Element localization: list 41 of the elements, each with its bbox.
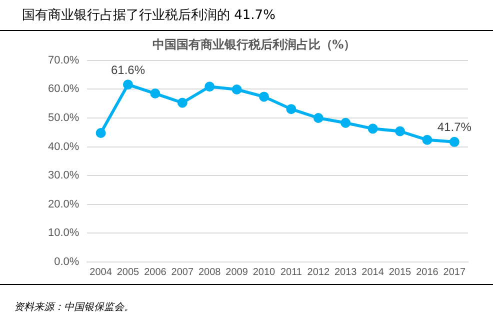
point [150, 88, 160, 99]
x-tick-label: 2005 [116, 266, 140, 278]
point [204, 82, 215, 92]
point [177, 98, 188, 108]
y-tick-label: 20.0% [48, 198, 80, 210]
x-tick-label: 2015 [388, 266, 412, 278]
y-tick-label: 60.0% [48, 83, 80, 96]
y-tick-label: 70.0% [48, 54, 80, 66]
text: 国有商业银行占据了行业税后利润的 41.7% [22, 7, 276, 24]
x-tick-label: 2009 [226, 266, 248, 278]
point [449, 136, 460, 147]
point [368, 124, 378, 134]
x-tick-label: 2017 [443, 266, 466, 278]
x-tick-label: 2011 [280, 266, 302, 278]
point [340, 118, 351, 128]
y-tick-label: 10.0% [48, 227, 80, 240]
point [122, 80, 133, 90]
x-tick-label: 2004 [90, 266, 112, 278]
x-tick-label: 2016 [416, 266, 439, 278]
x-tick-label: 2006 [144, 266, 167, 278]
y-tick-label: 0.0% [54, 256, 80, 268]
point [313, 113, 324, 123]
y-tick-label: 50.0% [48, 112, 80, 124]
point [96, 128, 106, 138]
x-tick-label: 2010 [252, 266, 276, 278]
y-tick-label: 30.0% [48, 170, 80, 182]
point [286, 104, 296, 114]
x-tick-label: 2012 [307, 266, 330, 278]
x-tick-label: 2013 [334, 266, 358, 278]
point [258, 92, 269, 102]
data-label: 41.7% [437, 120, 472, 134]
x-tick-label: 2014 [362, 266, 384, 278]
point [395, 126, 405, 136]
x-tick-label: 2008 [198, 266, 222, 278]
point [422, 134, 432, 145]
y-tick-label: 40.0% [48, 140, 80, 153]
point [232, 84, 242, 94]
chart-title: 中国国有商业银行税后利润占比（%） [152, 37, 356, 52]
text: 资料来源：中国银保监会。 [14, 300, 134, 314]
data-label: 61.6% [110, 62, 146, 77]
x-tick-label: 2007 [171, 266, 194, 278]
